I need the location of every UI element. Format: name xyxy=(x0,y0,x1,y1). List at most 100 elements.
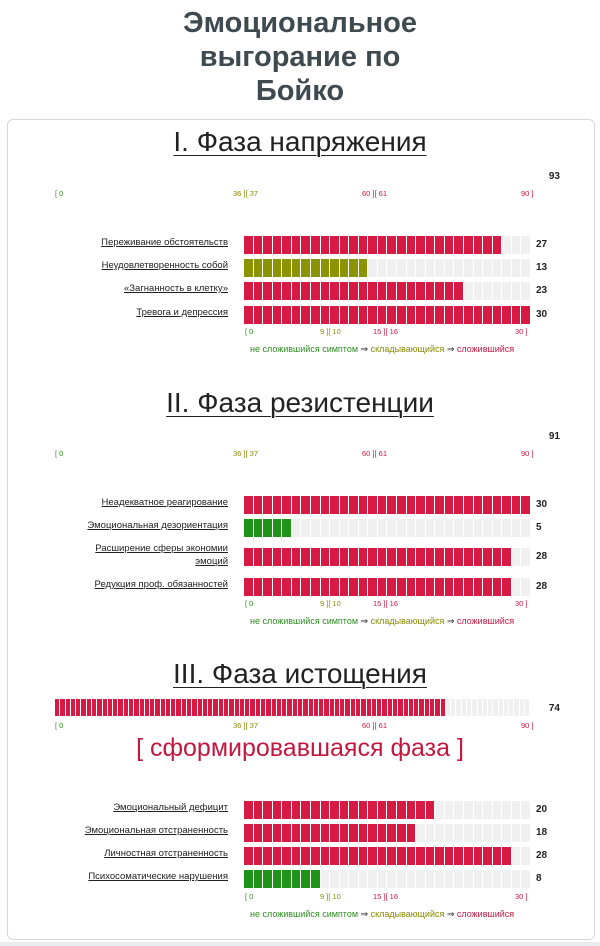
bar-segment xyxy=(473,847,483,865)
bar-segment xyxy=(282,578,291,596)
symptom-value: 28 xyxy=(536,850,548,861)
bar-segment xyxy=(272,801,282,819)
bar-segment xyxy=(291,259,301,277)
bar-segment xyxy=(320,824,330,842)
bar-segment xyxy=(463,496,473,514)
bar-segment xyxy=(330,801,339,819)
symptom-label[interactable]: Эмоциональная дезориентация xyxy=(87,520,228,531)
bar-segment xyxy=(416,282,425,300)
phase-status: [ сформировавшаяся фаза ] xyxy=(136,734,464,762)
symptom-bar xyxy=(244,519,530,537)
bar-segment xyxy=(425,259,435,277)
bar-segment xyxy=(263,548,272,566)
bar-segment xyxy=(282,496,291,514)
bar-segment xyxy=(263,824,272,842)
symptom-bar xyxy=(244,870,530,888)
bar-segment xyxy=(511,496,521,514)
bar-segment xyxy=(416,259,425,277)
bar-segment xyxy=(263,801,272,819)
bar-segment xyxy=(349,824,358,842)
legend-formed: сложившийся xyxy=(454,909,515,919)
bar-segment xyxy=(483,801,492,819)
symptom-label[interactable]: Неудовлетворенность собой xyxy=(101,260,228,271)
legend-not-formed: не сложившийся симптом xyxy=(250,909,359,919)
bar-segment xyxy=(250,699,255,716)
bar-segment xyxy=(371,699,377,716)
symptom-label[interactable]: «Загнанность в клетку» xyxy=(124,283,228,294)
symptom-value: 28 xyxy=(536,581,548,592)
bar-segment xyxy=(361,699,366,716)
bar-segment xyxy=(454,824,463,842)
symptom-label[interactable]: Редукция проф. обязанностей xyxy=(94,579,228,590)
symptom-label[interactable]: Эмоциональный дефицит xyxy=(113,802,228,813)
symptom-label[interactable]: Тревога и депрессия xyxy=(136,307,228,318)
symptom-label[interactable]: Неадекватное реагирование xyxy=(101,497,228,508)
bar-segment xyxy=(301,282,310,300)
bar-segment xyxy=(435,519,444,537)
bar-segment xyxy=(492,824,502,842)
symptom-label[interactable]: Эмоциональная отстраненность xyxy=(84,825,228,836)
bar-segment xyxy=(502,282,511,300)
legend-arrow: ⇒ xyxy=(444,909,455,919)
bar-segment xyxy=(339,496,349,514)
bar-segment xyxy=(263,496,272,514)
bar-segment xyxy=(339,519,349,537)
bar-segment xyxy=(339,824,349,842)
symptom-label[interactable]: Расширение сферы экономии эмоций xyxy=(95,543,228,567)
bar-segment xyxy=(263,306,272,324)
bar-segment xyxy=(382,699,387,716)
bar-segment xyxy=(282,870,291,888)
bar-segment xyxy=(301,496,310,514)
bar-segment xyxy=(340,699,345,716)
bar-segment xyxy=(334,699,340,716)
symptom-bar xyxy=(244,282,530,300)
bar-segment xyxy=(308,699,313,716)
bar-segment xyxy=(339,870,349,888)
bar-segment xyxy=(339,847,349,865)
phase-scale-label: 60 ][ 61 xyxy=(362,721,388,730)
bar-segment xyxy=(86,699,91,716)
bar-segment xyxy=(377,578,387,596)
bar-segment xyxy=(102,699,107,716)
bar-segment xyxy=(425,824,435,842)
bar-segment xyxy=(473,578,483,596)
bar-segment xyxy=(320,870,330,888)
bar-segment xyxy=(291,306,301,324)
bar-segment xyxy=(282,847,291,865)
bar-segment xyxy=(282,282,291,300)
symptom-label[interactable]: Психосоматические нарушения xyxy=(88,871,228,882)
bar-segment xyxy=(387,870,396,888)
symptom-label[interactable]: Переживание обстоятельств xyxy=(101,237,228,248)
bar-segment xyxy=(339,259,349,277)
bar-segment xyxy=(472,699,477,716)
bar-segment xyxy=(466,699,472,716)
bar-segment xyxy=(358,548,368,566)
bar-segment xyxy=(444,259,454,277)
bar-segment xyxy=(368,236,377,254)
bar-segment xyxy=(292,699,297,716)
bar-segment xyxy=(444,548,454,566)
bar-segment xyxy=(416,801,425,819)
bar-segment xyxy=(406,519,416,537)
bar-segment xyxy=(406,236,416,254)
bar-segment xyxy=(463,824,473,842)
bar-segment xyxy=(406,847,416,865)
legend: не сложившийся симптом ⇒ складывающийся … xyxy=(250,909,514,920)
bar-segment xyxy=(349,847,358,865)
bar-segment xyxy=(282,306,291,324)
bar-segment xyxy=(291,870,301,888)
bar-segment xyxy=(123,699,128,716)
symptom-label[interactable]: Личностная отстраненность xyxy=(104,848,228,859)
bar-segment xyxy=(416,519,425,537)
bar-segment xyxy=(339,548,349,566)
bar-segment xyxy=(118,699,123,716)
symptom-bar xyxy=(244,847,530,865)
bar-segment xyxy=(144,699,150,716)
bar-segment xyxy=(260,699,266,716)
bar-segment xyxy=(358,496,368,514)
bar-segment xyxy=(521,282,530,300)
bar-segment xyxy=(525,699,530,716)
legend: не сложившийся симптом ⇒ складывающийся … xyxy=(250,616,514,627)
bar-segment xyxy=(272,548,282,566)
phase-total-value: 91 xyxy=(548,431,560,442)
